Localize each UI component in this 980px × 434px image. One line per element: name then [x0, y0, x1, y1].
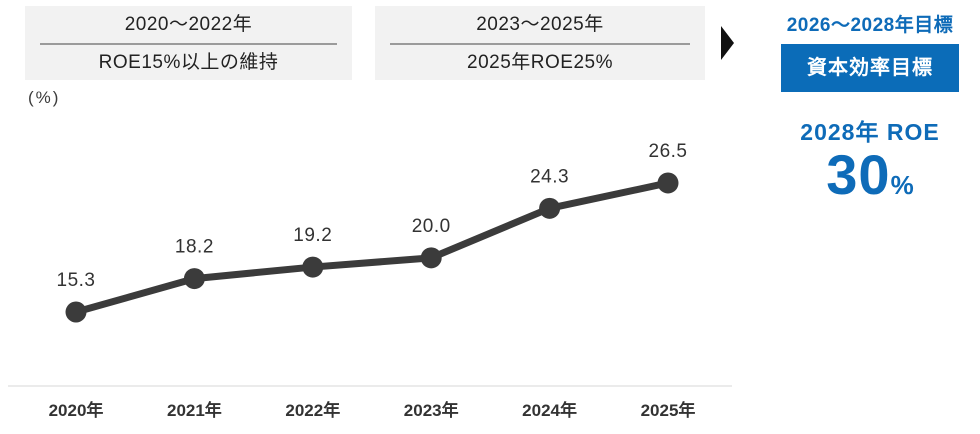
data-point — [539, 197, 561, 219]
data-point — [420, 247, 442, 269]
x-axis-label: 2023年 — [404, 400, 459, 420]
target-metric-label: 2028年 ROE — [800, 119, 940, 145]
roe-trend-line — [72, 179, 672, 316]
data-point-label: 18.2 — [175, 237, 214, 258]
target-panel: 2026〜2028年目標 資本効率目標 2028年 ROE 30% — [758, 10, 980, 203]
data-point-label: 20.0 — [412, 216, 451, 237]
phase-goal-label: ROE15%以上の維持 — [98, 52, 279, 73]
data-point — [183, 268, 205, 290]
x-axis-label: 2022年 — [285, 400, 340, 420]
phase-box-2020-2022: 2020〜2022年 ROE15%以上の維持 — [25, 6, 352, 80]
phase-box-2023-2025: 2023〜2025年 2025年ROE25% — [375, 6, 705, 80]
target-roe-unit: % — [890, 170, 914, 200]
target-roe-value: 30 — [826, 143, 891, 206]
arrow-right-icon — [721, 26, 734, 60]
phase-period-label: 2020〜2022年 — [124, 14, 253, 35]
phase-divider-line — [390, 43, 690, 45]
data-point-label: 24.3 — [530, 166, 569, 187]
data-point — [302, 256, 324, 278]
target-value-row: 30% — [758, 147, 980, 203]
x-axis-label: 2020年 — [49, 400, 104, 420]
phase-goal-label: 2025年ROE25% — [467, 52, 613, 73]
data-point — [657, 172, 679, 194]
roe-line-chart: 15.3 2020年 18.2 2021年 19.2 2022年 20.0 2023年 24.3… — [8, 141, 732, 420]
target-period-title: 2026〜2028年目標 — [786, 15, 954, 36]
data-point-label: 19.2 — [293, 225, 332, 246]
data-point-label: 26.5 — [649, 141, 688, 162]
x-axis-label: 2021年 — [167, 400, 222, 420]
phase-period-label: 2023〜2025年 — [476, 14, 604, 35]
x-axis-label: 2024年 — [522, 400, 577, 420]
phase-divider-line — [40, 43, 337, 45]
capital-efficiency-badge: 資本効率目標 — [781, 44, 959, 92]
y-axis-unit-label: (%) — [28, 88, 61, 107]
data-point — [65, 301, 87, 323]
data-point-label: 15.3 — [57, 270, 96, 291]
x-axis-label: 2025年 — [641, 400, 696, 420]
